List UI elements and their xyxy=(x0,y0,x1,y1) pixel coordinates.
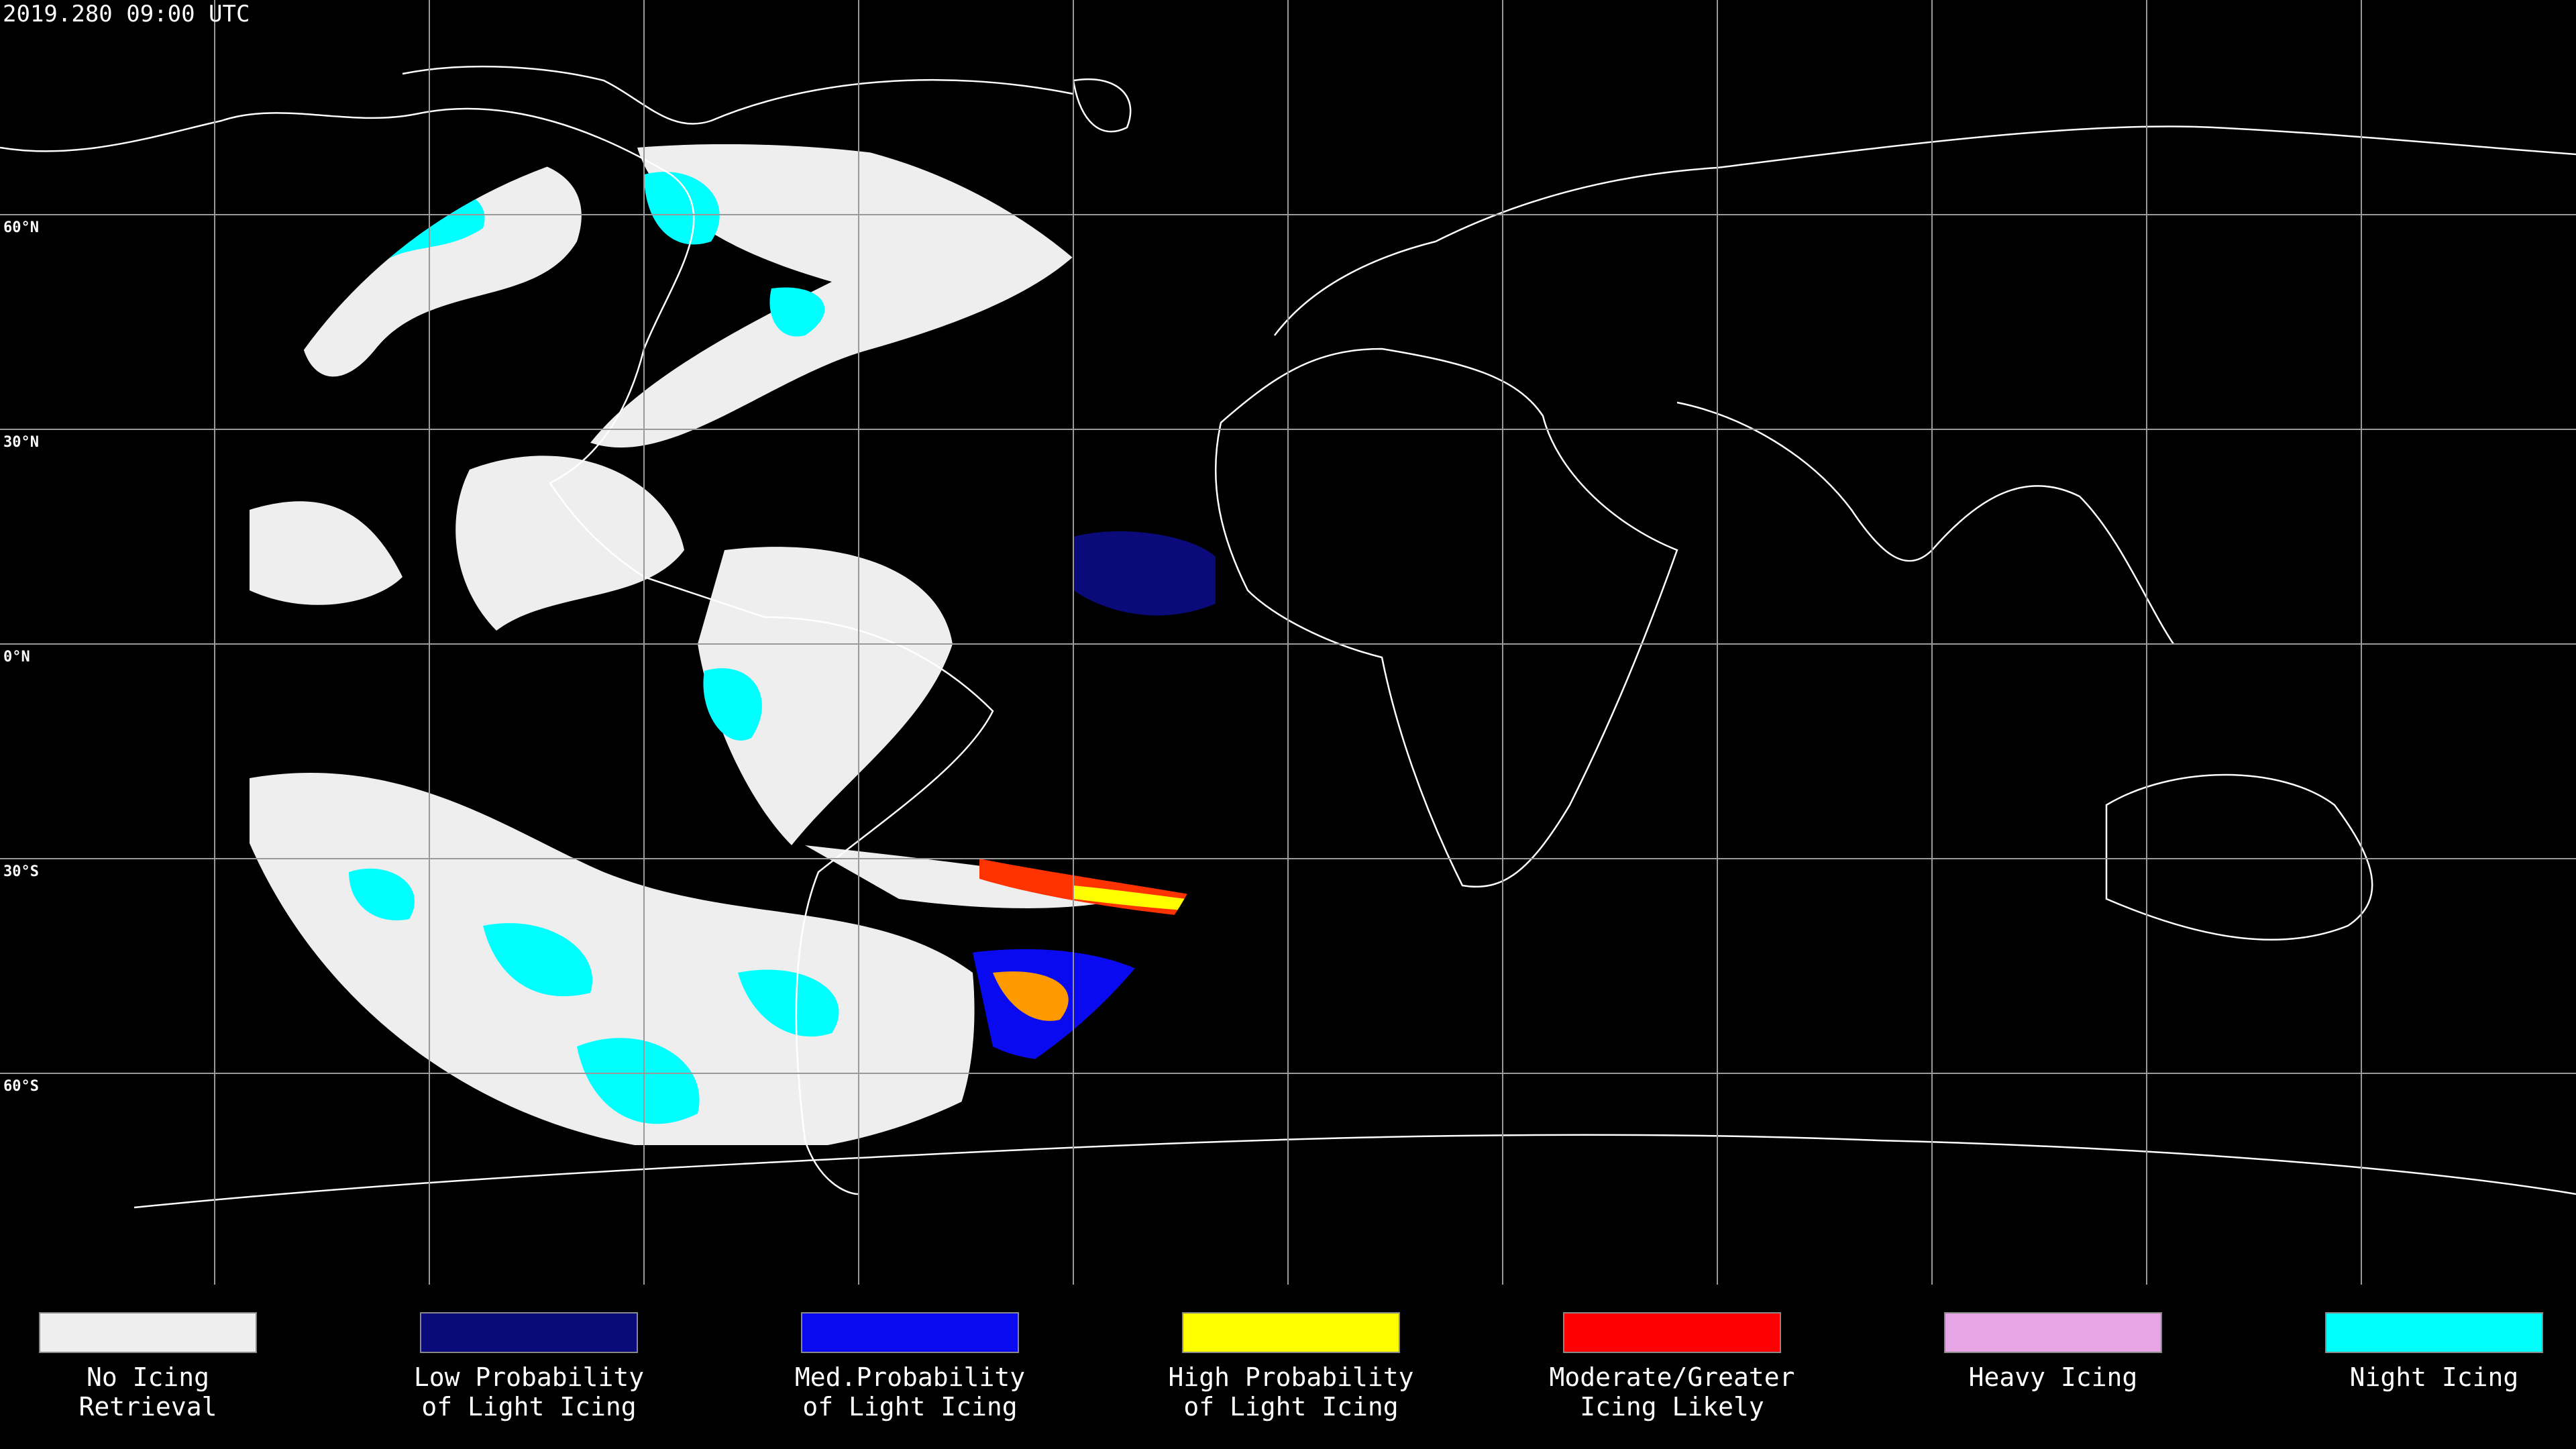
legend-swatch xyxy=(420,1312,638,1353)
coastlines xyxy=(0,65,2576,1209)
legend-swatch xyxy=(801,1312,1019,1353)
latitude-label: 30°N xyxy=(3,434,39,451)
legend-label: No Icing xyxy=(87,1362,209,1392)
legend-label: of Light Icing xyxy=(1183,1392,1398,1421)
legend-swatch xyxy=(1182,1312,1400,1353)
legend-swatch xyxy=(2325,1312,2543,1353)
legend-label: Icing Likely xyxy=(1580,1392,1764,1421)
legend-label: of Light Icing xyxy=(802,1392,1017,1421)
timestamp: 2019.280 09:00 UTC xyxy=(3,1,250,28)
legend-label: Heavy Icing xyxy=(1969,1362,2138,1392)
latitude-label: 60°N xyxy=(3,219,39,236)
latitude-label: 0°N xyxy=(3,649,30,665)
legend-swatch xyxy=(1944,1312,2162,1353)
legend-label: High Probability xyxy=(1168,1362,1413,1392)
latitude-label: 60°S xyxy=(3,1078,39,1095)
legend-panel xyxy=(0,1285,2576,1449)
legend-label: Med.Probability xyxy=(795,1362,1025,1392)
legend-label: of Light Icing xyxy=(421,1392,636,1421)
legend-label: Night Icing xyxy=(2350,1362,2519,1392)
legend-swatch xyxy=(1563,1312,1781,1353)
latitude-label: 30°S xyxy=(3,863,39,880)
legend-label: Moderate/Greater xyxy=(1549,1362,1794,1392)
legend-swatch xyxy=(39,1312,257,1353)
legend-label: Low Probability xyxy=(414,1362,644,1392)
satellite-imagery xyxy=(250,144,1216,1145)
legend-label: Retrieval xyxy=(79,1392,217,1421)
graticule: 60°N 30°N 0°N 30°S 60°S xyxy=(0,0,2576,1285)
